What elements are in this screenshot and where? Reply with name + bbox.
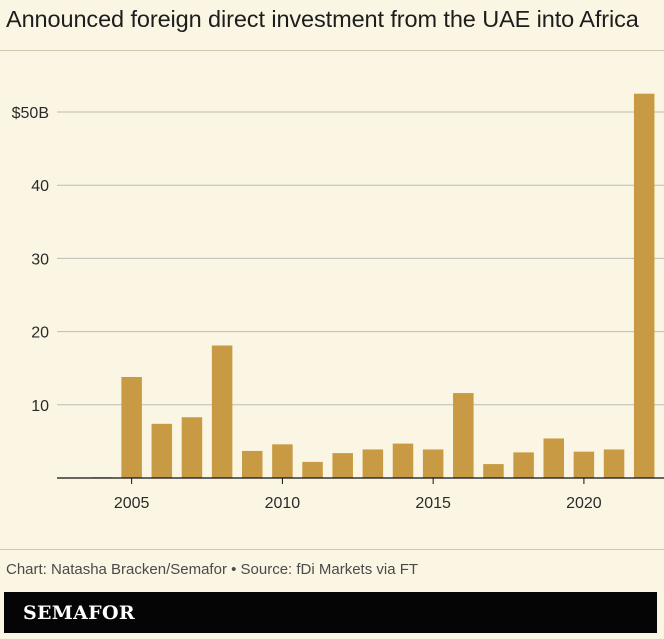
bar-2021 bbox=[603, 449, 625, 478]
bar-2006 bbox=[151, 423, 173, 478]
bar-2018 bbox=[513, 452, 534, 478]
x-axis-labels: 2005 2010 2015 2020 bbox=[114, 495, 602, 512]
title-divider bbox=[0, 50, 664, 51]
y-tick-label: 40 bbox=[31, 178, 49, 195]
bar-2015 bbox=[422, 449, 444, 478]
bar-2010 bbox=[272, 444, 293, 478]
x-tick-label: 2010 bbox=[265, 495, 301, 512]
bars bbox=[91, 93, 655, 478]
y-tick-label: $50B bbox=[12, 105, 49, 122]
bar-2007 bbox=[181, 417, 203, 478]
chart-title: Announced foreign direct investment from… bbox=[6, 6, 639, 32]
bar-2019 bbox=[543, 438, 564, 478]
semafor-logo: SEMAFOR bbox=[23, 602, 135, 624]
bar-2014 bbox=[392, 443, 414, 478]
bar-2017 bbox=[483, 464, 504, 478]
y-tick-label: 30 bbox=[31, 251, 49, 268]
y-tick-label: 20 bbox=[31, 325, 49, 342]
bar-2016 bbox=[453, 393, 474, 478]
footer-divider bbox=[0, 549, 664, 550]
y-tick-label: 10 bbox=[31, 398, 49, 415]
x-tick-label: 2015 bbox=[415, 495, 451, 512]
bar-2008 bbox=[211, 345, 233, 478]
x-axis-ticks bbox=[131, 478, 585, 484]
bar-2005 bbox=[121, 376, 142, 478]
x-tick-label: 2005 bbox=[114, 495, 150, 512]
source-credit: Chart: Natasha Bracken/Semafor • Source:… bbox=[6, 561, 419, 578]
bar-2013 bbox=[362, 449, 384, 478]
x-tick-label: 2020 bbox=[566, 495, 602, 512]
gridlines bbox=[57, 111, 664, 406]
brand-footer: SEMAFOR bbox=[4, 592, 657, 633]
bar-2022 bbox=[633, 93, 655, 478]
bar-2020 bbox=[573, 451, 595, 478]
bar-2012 bbox=[332, 453, 353, 478]
y-axis-labels: 10 20 30 40 $50B bbox=[12, 105, 49, 415]
bar-2009 bbox=[242, 450, 263, 478]
bar-2011 bbox=[302, 461, 323, 478]
bar-chart: 10 20 30 40 $50B 2005 2010 2015 2020 bbox=[12, 93, 664, 512]
